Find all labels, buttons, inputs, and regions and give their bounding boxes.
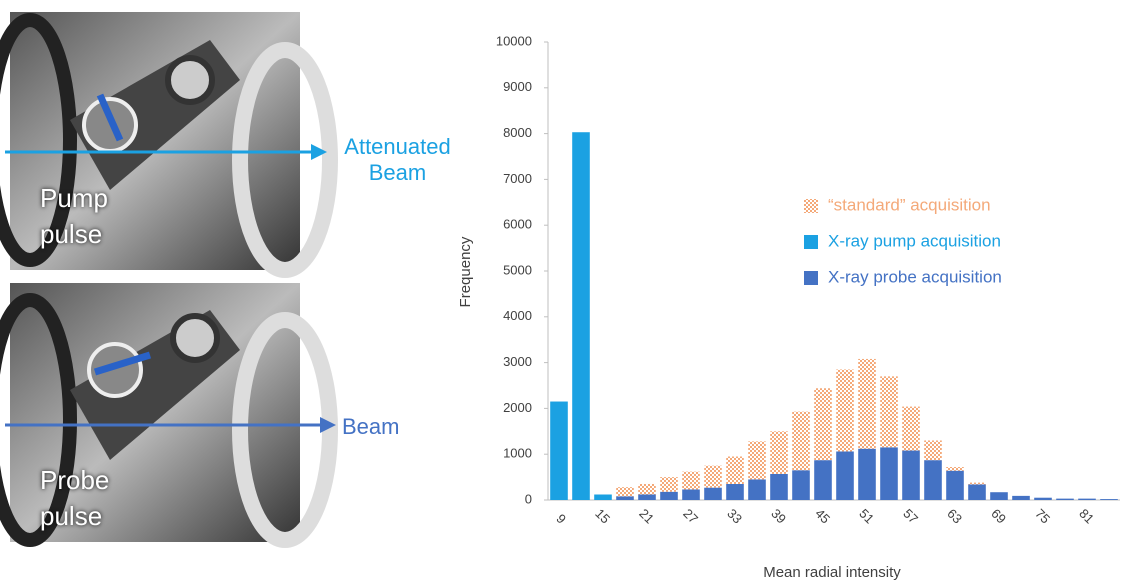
figure: Mean radial intensity Frequency 0 1000 200… xyxy=(0,0,1122,583)
bar xyxy=(858,449,876,500)
legend-label: X-ray pump acquisition xyxy=(828,231,1001,250)
y-tick-label: 10000 xyxy=(496,33,532,48)
bar xyxy=(792,412,810,471)
x-tick-label: 9 xyxy=(553,511,569,527)
x-tick-label: 45 xyxy=(812,506,833,527)
photo-label: Pump pulse xyxy=(40,180,120,252)
bar xyxy=(990,492,1008,500)
bar xyxy=(550,402,568,500)
bar xyxy=(1056,499,1074,500)
bar xyxy=(1100,499,1118,500)
photo-label: Probe pulse xyxy=(40,462,120,534)
x-tick-label: 39 xyxy=(768,506,789,527)
bar xyxy=(1078,499,1096,500)
bar xyxy=(792,470,810,500)
x-axis-title: Mean radial intensity xyxy=(763,564,901,581)
x-tick-label: 69 xyxy=(988,506,1009,527)
x-tick-label: 51 xyxy=(856,506,877,527)
bar xyxy=(726,484,744,500)
bar xyxy=(968,484,986,500)
bar xyxy=(946,471,964,500)
bar xyxy=(572,132,590,500)
y-tick-label: 1000 xyxy=(503,446,532,461)
legend-swatch xyxy=(804,271,818,285)
bar xyxy=(880,447,898,500)
y-tick-label: 3000 xyxy=(503,354,532,369)
x-tick-label: 75 xyxy=(1032,506,1053,527)
bar xyxy=(924,460,942,500)
bar xyxy=(902,407,920,451)
legend-swatch xyxy=(804,235,818,249)
bar xyxy=(638,484,656,495)
x-tick-label: 21 xyxy=(636,506,657,527)
arrow-label: Attenuated Beam xyxy=(330,134,465,186)
bar xyxy=(748,441,766,479)
y-tick-label: 4000 xyxy=(503,308,532,323)
y-tick-label: 2000 xyxy=(503,400,532,415)
y-tick-label: 7000 xyxy=(503,171,532,186)
x-tick-label: 33 xyxy=(724,506,745,527)
y-axis-title: Frequency xyxy=(457,236,474,307)
x-tick-label: 81 xyxy=(1076,506,1097,527)
bar xyxy=(704,488,722,500)
bar xyxy=(924,440,942,460)
bar xyxy=(770,431,788,474)
bar xyxy=(660,492,678,500)
bar xyxy=(704,466,722,488)
bar xyxy=(726,456,744,483)
bar xyxy=(946,467,964,471)
bar xyxy=(814,388,832,460)
bar xyxy=(682,472,700,490)
y-tick-label: 0 xyxy=(525,491,532,506)
bar xyxy=(682,489,700,500)
legend-swatch xyxy=(804,199,818,213)
bar xyxy=(836,451,854,500)
x-tick-label: 63 xyxy=(944,506,965,527)
bar xyxy=(616,496,634,500)
legend-label: X-ray probe acquisition xyxy=(828,267,1002,286)
bar xyxy=(660,477,678,492)
x-tick-label: 57 xyxy=(900,506,921,527)
bar xyxy=(594,495,612,500)
x-tick-label: 15 xyxy=(592,506,613,527)
bar xyxy=(638,495,656,500)
y-tick-label: 8000 xyxy=(503,125,532,140)
chart: Mean radial intensity Frequency 0 1000 200… xyxy=(0,0,1122,583)
y-tick-label: 5000 xyxy=(503,262,532,277)
bar xyxy=(902,451,920,500)
bar xyxy=(836,369,854,451)
bar xyxy=(1034,498,1052,500)
bar xyxy=(858,359,876,449)
bar xyxy=(880,376,898,447)
bar xyxy=(616,487,634,496)
bar xyxy=(968,483,986,485)
x-tick-label: 27 xyxy=(680,506,701,527)
y-tick-label: 6000 xyxy=(503,217,532,232)
bar xyxy=(1012,496,1030,500)
bar xyxy=(748,479,766,500)
bar xyxy=(770,474,788,500)
arrow-label: Beam xyxy=(342,414,422,440)
y-tick-label: 9000 xyxy=(503,79,532,94)
bar xyxy=(814,460,832,500)
legend-label: “standard” acquisition xyxy=(828,195,991,214)
